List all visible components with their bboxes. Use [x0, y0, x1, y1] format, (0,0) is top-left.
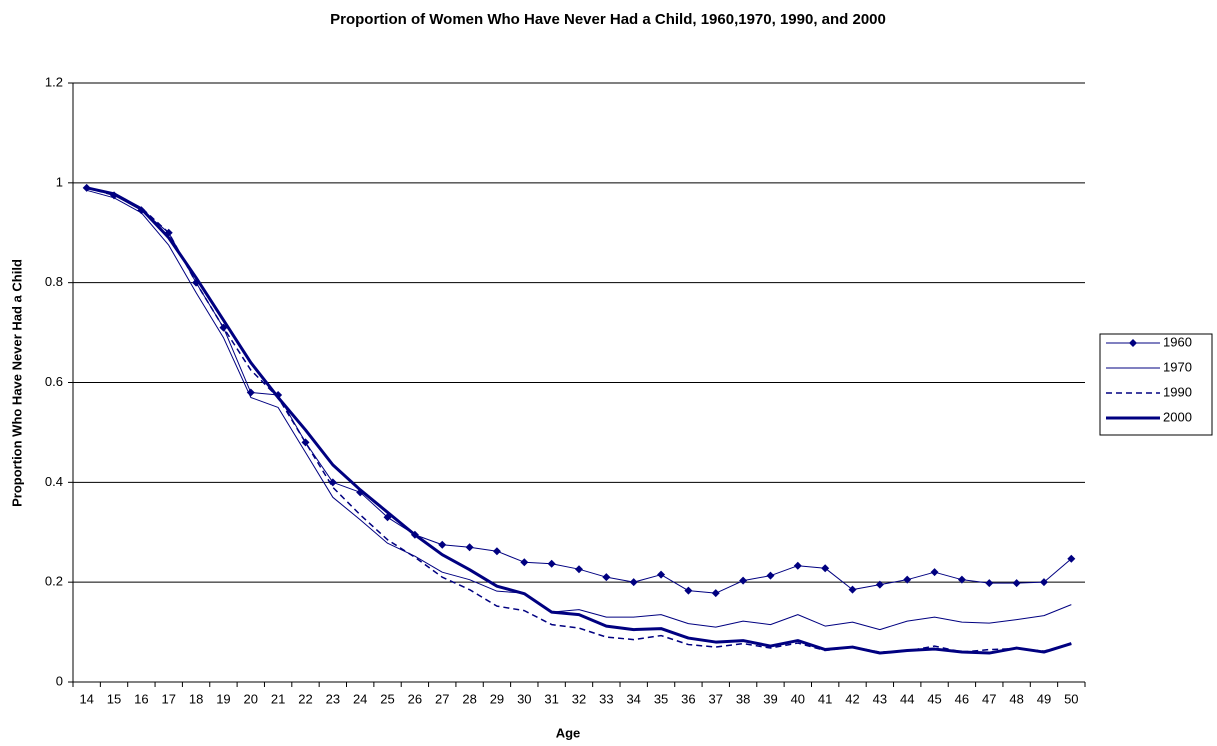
- y-tick-label: 0: [56, 673, 63, 688]
- legend-label: 2000: [1163, 409, 1192, 424]
- y-tick-label: 0.8: [45, 274, 63, 289]
- marker: [520, 558, 529, 567]
- x-tick-label: 22: [298, 691, 312, 706]
- x-tick-label: 40: [791, 691, 805, 706]
- series-line: [86, 186, 1072, 655]
- marker: [1012, 579, 1021, 588]
- x-tick-label: 17: [161, 691, 175, 706]
- marker: [1039, 578, 1048, 587]
- x-tick-label: 35: [654, 691, 668, 706]
- x-tick-label: 37: [709, 691, 723, 706]
- x-tick-label: 45: [927, 691, 941, 706]
- x-tick-label: 49: [1037, 691, 1051, 706]
- x-tick-label: 28: [462, 691, 476, 706]
- marker: [301, 438, 310, 447]
- x-tick-label: 14: [79, 691, 93, 706]
- series-line: [86, 187, 1072, 594]
- x-tick-label: 23: [326, 691, 340, 706]
- marker: [629, 578, 638, 587]
- marker: [575, 565, 583, 574]
- legend-marker: [1129, 339, 1137, 347]
- marker: [246, 388, 255, 397]
- legend-label: 1960: [1163, 334, 1192, 349]
- marker: [657, 570, 666, 579]
- marker: [739, 576, 748, 585]
- x-tick-label: 43: [873, 691, 887, 706]
- y-tick-label: 1: [56, 174, 63, 189]
- marker: [793, 561, 802, 570]
- marker: [492, 547, 501, 556]
- x-tick-label: 36: [681, 691, 695, 706]
- x-tick-label: 44: [900, 691, 914, 706]
- legend-label: 1970: [1163, 359, 1192, 374]
- marker: [821, 564, 830, 573]
- x-tick-label: 20: [244, 691, 258, 706]
- x-tick-label: 33: [599, 691, 613, 706]
- x-tick-label: 32: [572, 691, 586, 706]
- y-tick-label: 0.4: [45, 474, 63, 489]
- marker: [985, 579, 994, 588]
- marker: [848, 585, 857, 594]
- x-tick-label: 50: [1064, 691, 1078, 706]
- x-tick-label: 30: [517, 691, 531, 706]
- legend-box: [1099, 333, 1213, 436]
- marker: [711, 589, 720, 598]
- x-tick-label: 47: [982, 691, 996, 706]
- x-tick-label: 19: [216, 691, 230, 706]
- x-tick-label: 39: [763, 691, 777, 706]
- y-tick-label: 1.2: [45, 74, 63, 89]
- marker: [875, 580, 884, 589]
- marker: [684, 586, 693, 595]
- marker: [547, 559, 556, 568]
- x-tick-label: 25: [380, 691, 394, 706]
- x-tick-label: 34: [626, 691, 640, 706]
- x-tick-label: 38: [736, 691, 750, 706]
- x-tick-label: 42: [845, 691, 859, 706]
- y-tick-label: 0.6: [45, 374, 63, 389]
- marker: [930, 568, 939, 577]
- y-tick-label: 0.2: [45, 574, 63, 589]
- legend-label: 1990: [1163, 384, 1192, 399]
- x-tick-label: 31: [544, 691, 558, 706]
- x-axis-title: Age: [556, 725, 581, 740]
- x-tick-label: 41: [818, 691, 832, 706]
- marker: [903, 575, 912, 584]
- chart-title: Proportion of Women Who Have Never Had a…: [330, 11, 886, 28]
- x-tick-label: 21: [271, 691, 285, 706]
- x-tick-label: 26: [408, 691, 422, 706]
- series-line: [86, 189, 1072, 631]
- x-tick-label: 46: [955, 691, 969, 706]
- y-axis-title: Proportion Who Have Never Had a Child: [9, 259, 24, 507]
- x-tick-label: 48: [1009, 691, 1023, 706]
- marker: [602, 573, 611, 582]
- x-tick-label: 16: [134, 691, 148, 706]
- marker: [438, 540, 447, 549]
- x-tick-label: 24: [353, 691, 367, 706]
- marker: [465, 543, 474, 552]
- x-tick-label: 29: [490, 691, 504, 706]
- marker: [1067, 554, 1076, 563]
- x-tick-label: 27: [435, 691, 449, 706]
- x-tick-label: 18: [189, 691, 203, 706]
- marker: [957, 575, 966, 584]
- marker: [766, 571, 775, 580]
- x-tick-label: 15: [107, 691, 121, 706]
